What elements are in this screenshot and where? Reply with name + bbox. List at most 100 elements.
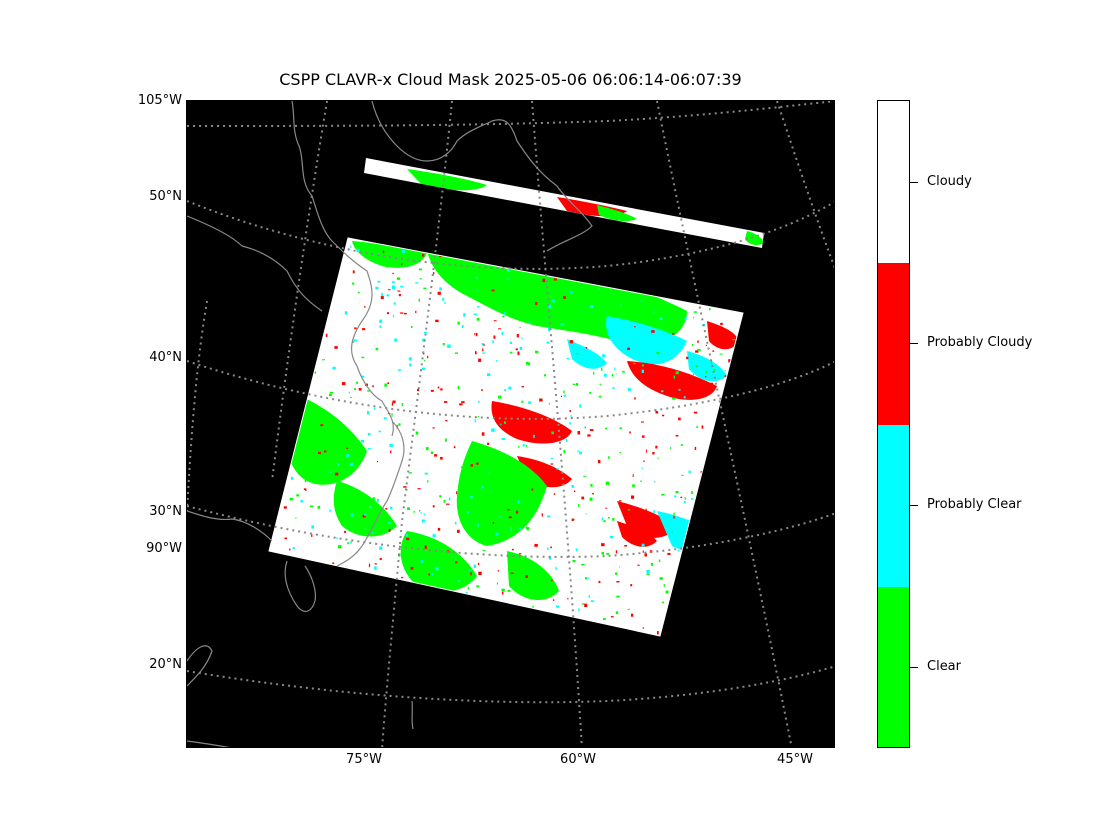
swath-speckle xyxy=(421,519,425,523)
swath-speckle xyxy=(435,629,438,633)
swath-speckle xyxy=(619,500,622,502)
swath-speckle xyxy=(329,471,332,473)
swath-speckle xyxy=(478,571,482,575)
swath-speckle xyxy=(691,491,693,494)
swath-speckle xyxy=(542,301,545,303)
swath-speckle xyxy=(692,344,694,346)
swath-speckle xyxy=(449,618,451,621)
swath-speckle xyxy=(685,598,688,601)
swath-speckle xyxy=(460,564,465,567)
swath-speckle xyxy=(669,295,673,297)
swath-speckle xyxy=(675,434,679,437)
swath-speckle xyxy=(457,529,460,533)
swath-speckle xyxy=(336,537,338,539)
swath-speckle xyxy=(305,488,307,491)
colorbar-segment-probably-clear xyxy=(878,425,909,587)
swath-speckle xyxy=(624,545,628,547)
swath-speckle xyxy=(686,356,689,360)
swath-speckle xyxy=(423,331,427,334)
swath-speckle xyxy=(422,619,425,622)
swath-speckle xyxy=(734,467,738,471)
swath-speckle xyxy=(423,359,426,362)
lat-label-50n: 50°N xyxy=(149,189,182,204)
swath-speckle xyxy=(578,608,580,612)
swath-speckle xyxy=(372,497,375,501)
swath-speckle xyxy=(675,491,679,494)
swath-speckle xyxy=(269,421,270,424)
swath-speckle xyxy=(377,280,381,283)
swath-speckle xyxy=(315,578,319,583)
swath-speckle xyxy=(497,570,500,572)
swath-speckle xyxy=(274,618,279,621)
swath-speckle xyxy=(466,511,470,514)
swath-speckle xyxy=(414,628,418,630)
swath-speckle xyxy=(301,280,304,284)
map-panel[interactable] xyxy=(186,100,835,748)
lon-label-75w: 75°W xyxy=(346,752,382,767)
swath-speckle xyxy=(304,479,307,483)
swath-speckle xyxy=(690,260,694,264)
swath-speckle xyxy=(680,474,684,476)
swath-speckle xyxy=(451,254,455,256)
swath-speckle xyxy=(735,553,739,557)
swath-speckle xyxy=(424,545,427,549)
swath-speckle xyxy=(485,627,489,629)
swath-speckle xyxy=(697,349,701,352)
swath-speckle xyxy=(525,362,529,365)
swath-speckle xyxy=(374,563,377,565)
swath-speckle xyxy=(356,248,360,252)
swath-speckle xyxy=(601,517,604,521)
swath-speckle xyxy=(650,562,653,566)
swath-speckle xyxy=(588,299,591,303)
swath-speckle xyxy=(717,451,720,456)
swath-speckle xyxy=(572,383,576,385)
swath-speckle xyxy=(668,272,673,274)
swath-speckle xyxy=(300,499,303,503)
swath-speckle xyxy=(720,527,723,531)
swath-speckle xyxy=(601,629,604,633)
swath-speckle xyxy=(477,562,480,566)
swath-speckle xyxy=(565,438,568,442)
swath-speckle xyxy=(297,240,301,242)
swath-speckle xyxy=(463,313,466,317)
swath-speckle xyxy=(640,285,644,289)
swath-speckle xyxy=(516,334,519,338)
swath-speckle xyxy=(506,278,510,280)
swath-speckle xyxy=(722,494,726,498)
swath-speckle xyxy=(603,618,606,620)
swath-speckle xyxy=(338,581,342,583)
swath-speckle xyxy=(728,292,731,295)
swath-speckle xyxy=(553,493,556,495)
swath-speckle xyxy=(314,346,318,349)
swath-speckle xyxy=(280,296,283,300)
swath-speckle xyxy=(324,450,327,453)
swath-speckle xyxy=(492,620,496,623)
swath-speckle xyxy=(541,613,543,616)
swath-speckle xyxy=(341,382,346,386)
swath-speckle xyxy=(745,463,748,464)
swath-speckle xyxy=(444,401,448,403)
swath-speckle xyxy=(535,620,538,623)
swath-speckle xyxy=(337,463,340,466)
swath-speckle xyxy=(350,541,352,544)
swath-speckle xyxy=(693,311,697,313)
swath-speckle xyxy=(455,561,458,564)
swath-speckle xyxy=(640,279,643,284)
swath-speckle xyxy=(693,509,697,513)
swath-speckle xyxy=(409,363,412,367)
swath-speckle xyxy=(563,394,566,397)
swath-speckle xyxy=(354,612,358,614)
swath-speckle xyxy=(616,595,620,598)
swath-speckle xyxy=(308,348,312,352)
swath-speckle xyxy=(657,457,659,459)
swath-speckle xyxy=(343,615,346,618)
upper-swath-strip xyxy=(364,158,764,248)
swath-speckle xyxy=(311,525,314,529)
swath-speckle xyxy=(375,347,379,351)
swath-speckle xyxy=(726,602,728,606)
swath-speckle xyxy=(306,363,309,368)
swath-speckle xyxy=(612,387,615,389)
swath-speckle xyxy=(710,324,712,328)
swath-speckle xyxy=(601,543,605,547)
swath-speckle xyxy=(664,619,666,622)
